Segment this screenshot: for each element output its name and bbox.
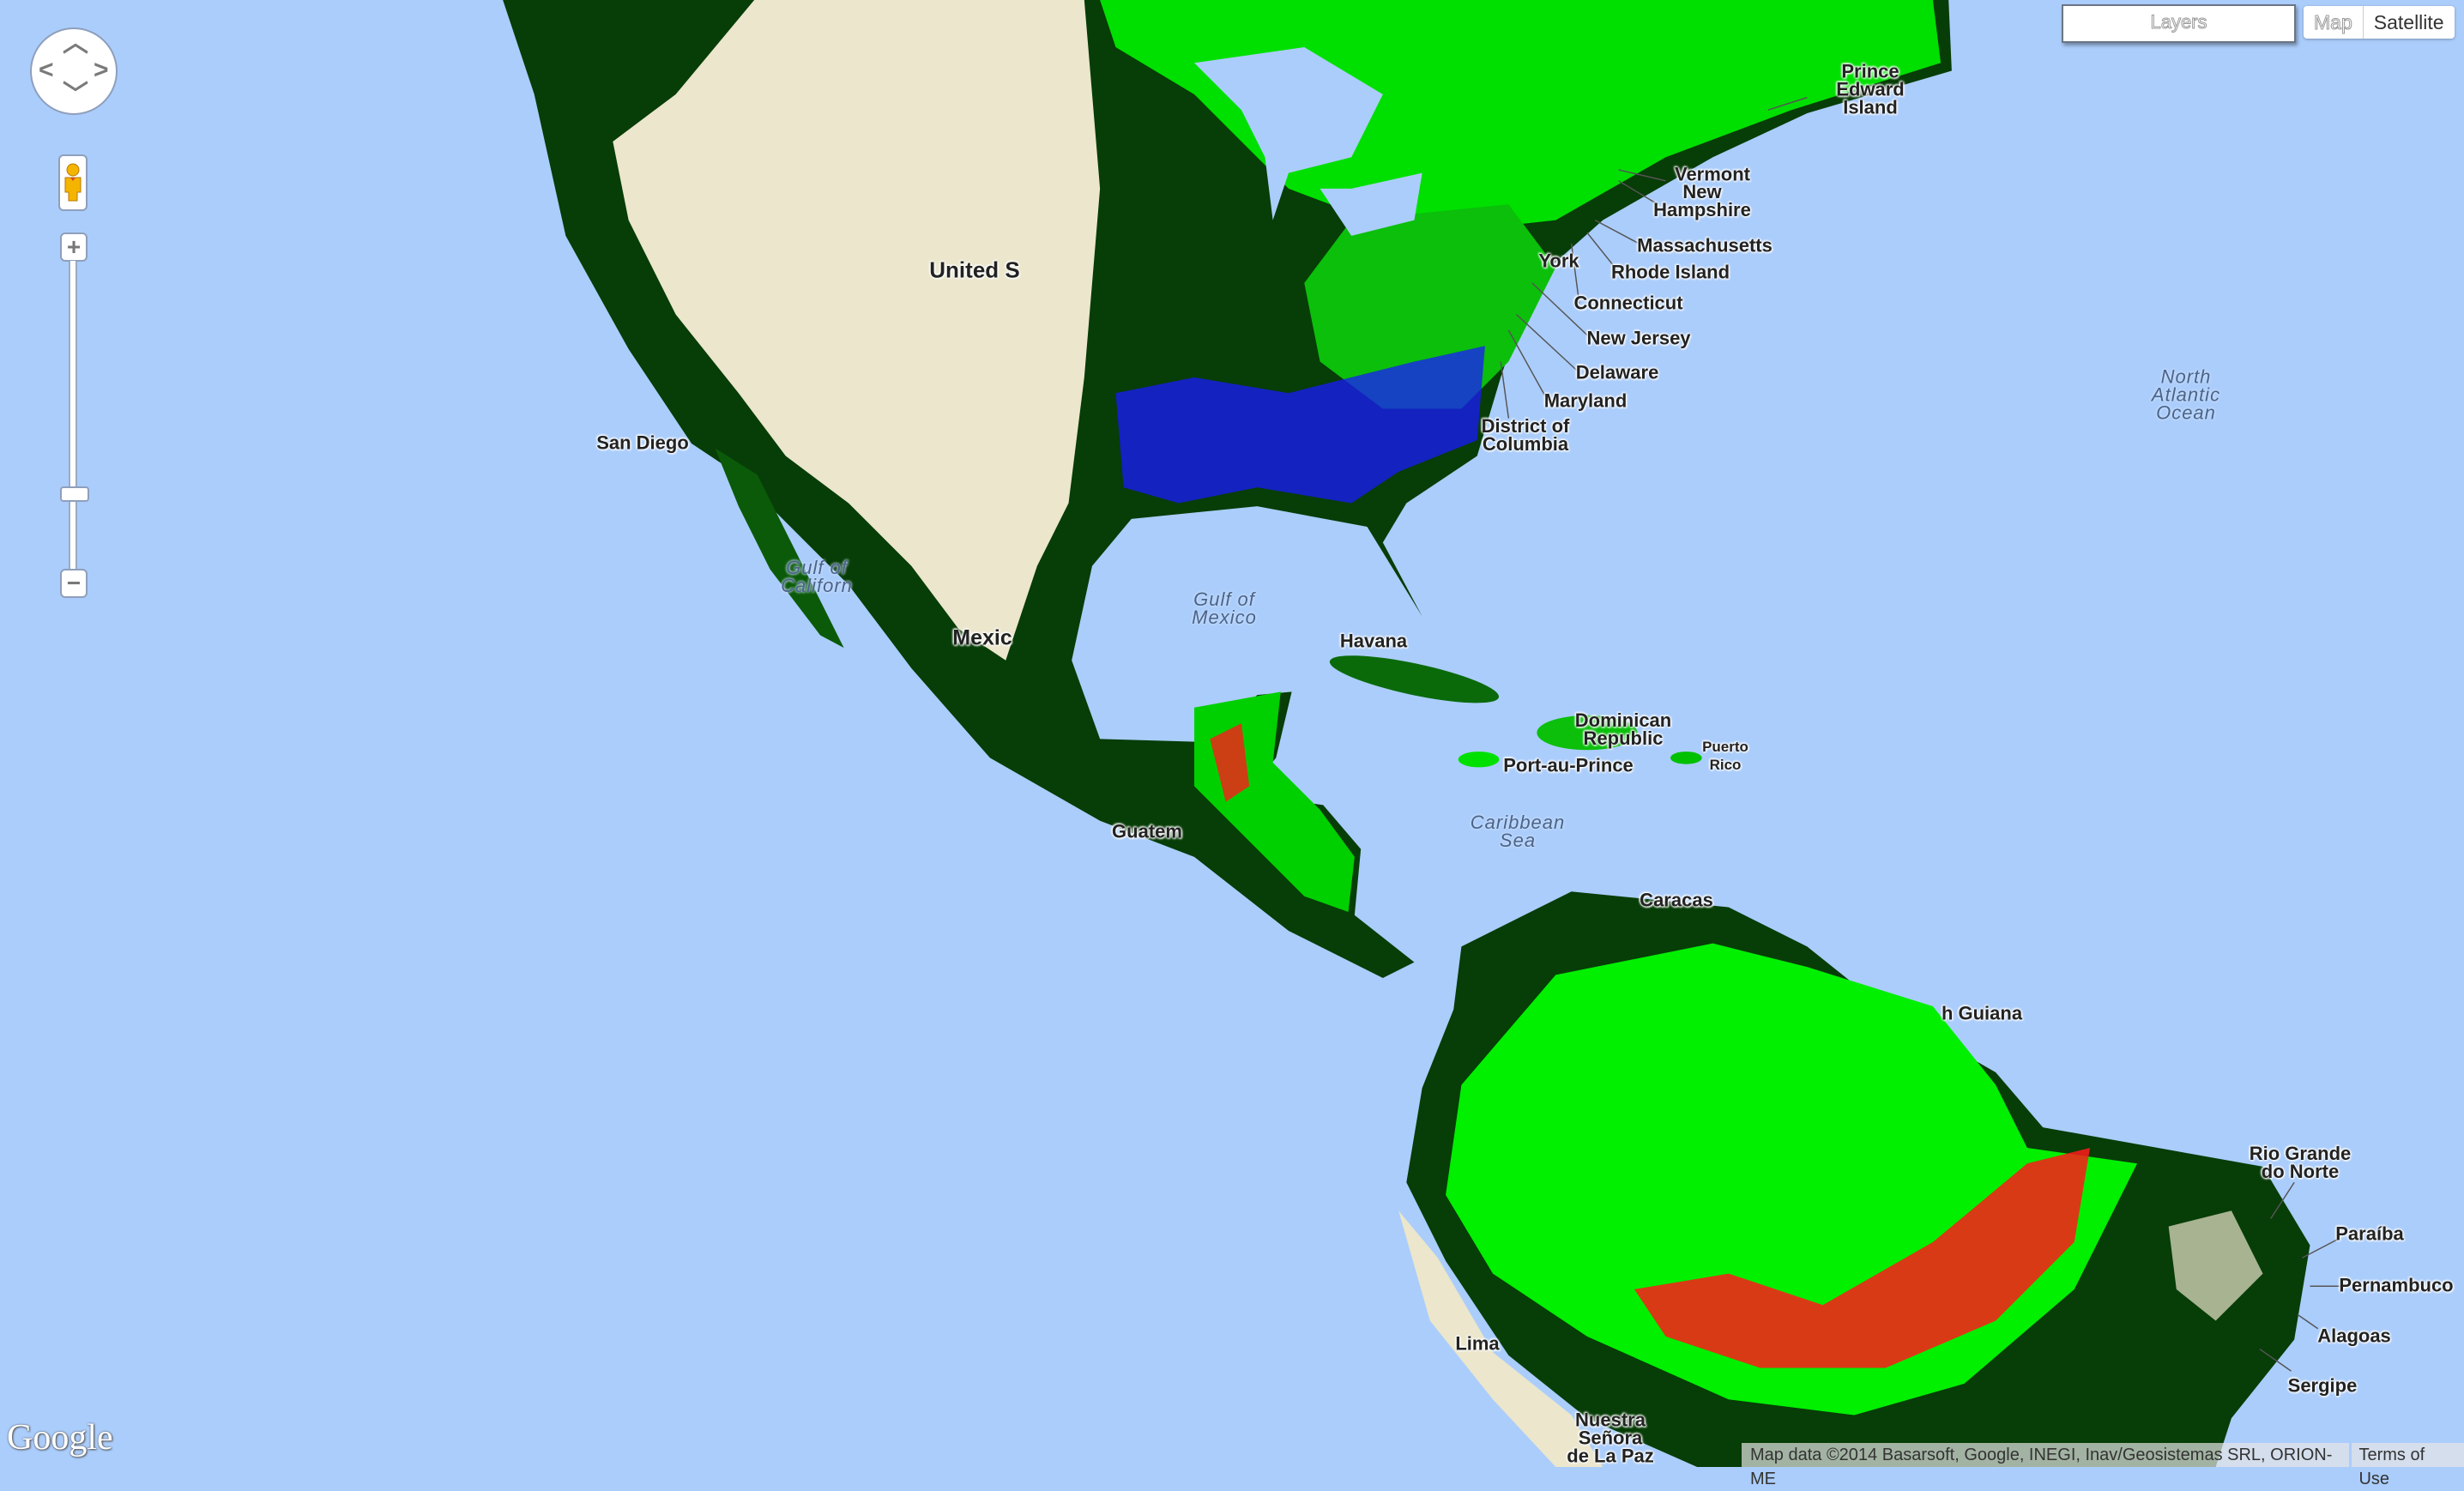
google-logo[interactable]: Google (7, 1418, 113, 1458)
pan-left-icon[interactable]: < (39, 56, 54, 84)
label-caracas: Caracas (1640, 889, 1713, 911)
amazon-deforestation-south (1634, 1147, 2091, 1368)
label-sergipe: Sergipe (2287, 1374, 2358, 1397)
zoom-slider-handle[interactable] (60, 486, 89, 502)
great-lakes (1194, 46, 1383, 220)
label-mexico: Mexic (952, 625, 1012, 650)
label-guiana: h Guiana (1941, 1002, 2023, 1024)
label-port-au-prince: Port-au-Prince (1503, 754, 1634, 776)
label-alagoas: Alagoas (2317, 1325, 2391, 1347)
terms-of-use-link[interactable]: Terms of Use (2352, 1443, 2464, 1488)
zoom-slider-track[interactable] (69, 261, 77, 570)
label-massachusetts: Massachusetts (1637, 234, 1773, 257)
label-united-states: United S (929, 257, 1020, 283)
attribution-bar: Map data ©2014 Basarsoft, Google, INEGI,… (1742, 1443, 2464, 1488)
zoom-in-button[interactable]: + (60, 232, 88, 262)
brazil-northeast-desert (2168, 1210, 2263, 1321)
pan-control[interactable]: ︿ ﹀ < > (30, 27, 118, 115)
label-dominican-republic: Dominican Republic (1574, 709, 1672, 749)
label-new-jersey: New Jersey (1586, 327, 1691, 349)
label-paraiba: Paraíba (2335, 1222, 2404, 1245)
map-type-satellite-button[interactable]: Satellite (2373, 11, 2444, 33)
label-maryland: Maryland (1543, 389, 1628, 412)
pegman-icon (64, 163, 82, 202)
label-rhode-island: Rhode Island (1610, 261, 1730, 283)
hispaniola (1537, 715, 1638, 751)
label-pernambuco: Pernambuco (2339, 1274, 2454, 1296)
label-la-paz: Nuestra Señora de La Paz (1567, 1409, 1654, 1467)
baja-california-land (715, 448, 844, 649)
label-san-diego: San Diego (596, 432, 689, 454)
label-new-hampshire: New Hampshire (1653, 181, 1751, 220)
western-desert (613, 0, 1101, 661)
label-north-atlantic-ocean: North Atlantic Ocean (2151, 365, 2221, 424)
puerto-rico (1670, 752, 1702, 764)
zoom-out-button[interactable]: − (60, 569, 88, 598)
map-type-control: Map Satellite (2304, 6, 2455, 39)
state-leader-lines (1500, 96, 2342, 1372)
label-vermont: Vermont (1674, 163, 1751, 185)
label-caribbean-sea: Caribbean Sea (1470, 812, 1566, 851)
street-view-pegman[interactable] (58, 154, 88, 211)
map-data-attribution: Map data ©2014 Basarsoft, Google, INEGI,… (1742, 1443, 2350, 1488)
label-connecticut: Connecticut (1573, 292, 1683, 314)
pan-down-icon[interactable]: ﹀ (63, 81, 88, 109)
label-delaware: Delaware (1575, 361, 1659, 383)
pan-up-icon[interactable]: ︿ (63, 29, 88, 57)
label-havana: Havana (1339, 630, 1408, 652)
cuba (1329, 655, 1500, 703)
andes-desert (1398, 1210, 1603, 1467)
label-rio-grande-do-norte: Rio Grande do Norte (2249, 1143, 2352, 1182)
pan-right-icon[interactable]: > (94, 56, 109, 84)
appalachian-forest (1304, 204, 1556, 409)
jamaica (1458, 752, 1500, 768)
label-gulf-of-mexico: Gulf of Mexico (1192, 589, 1257, 628)
map-type-map-button[interactable]: Map (2304, 6, 2364, 39)
label-puerto-rico: Puerto Rico (1702, 739, 1748, 773)
layers-button[interactable]: Layers (2062, 4, 2296, 43)
label-district-of-columbia: District of Columbia (1481, 415, 1570, 455)
label-new-york: York (1538, 250, 1579, 272)
label-prince-edward-island: Prince Edward Island (1836, 60, 1905, 118)
label-guatemala: Guatem (1112, 820, 1182, 842)
southeast-forest (1115, 346, 1485, 504)
yucatan-deforestation (1210, 723, 1250, 802)
label-gulf-of-california: Gulf of Californ (781, 557, 853, 596)
label-lima: Lima (1455, 1332, 1500, 1355)
